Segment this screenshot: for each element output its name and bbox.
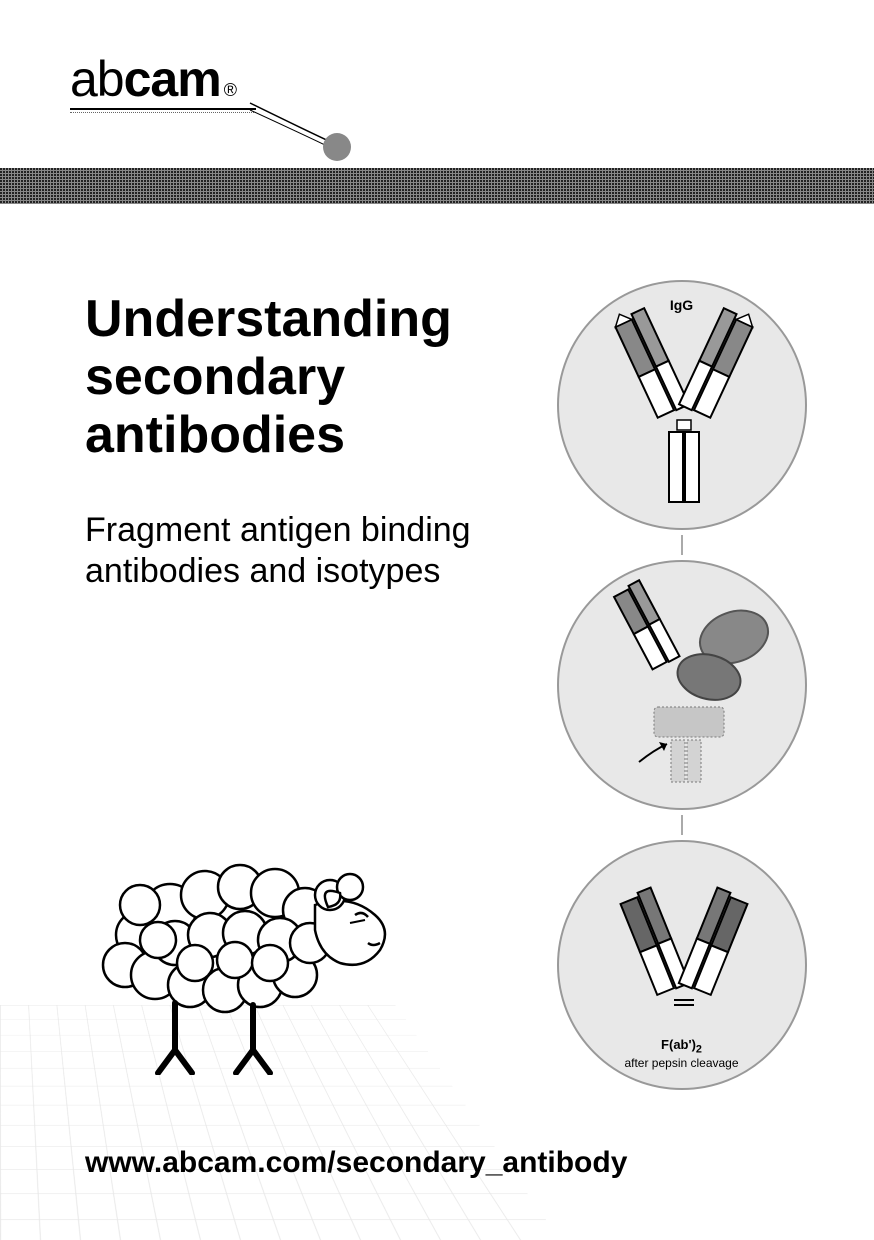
diagram-circle-cleavage <box>557 560 807 810</box>
diagram-circle-igg: IgG <box>557 280 807 530</box>
fab2-label-caption: after pepsin cleavage <box>624 1056 738 1070</box>
registered-icon: ® <box>224 80 236 101</box>
logo-part-ab: ab <box>70 50 124 108</box>
antibody-diagram-column: IgG <box>544 280 819 1090</box>
page-title: Understanding secondary antibodies <box>85 290 525 465</box>
igg-label: IgG <box>670 297 693 313</box>
diagram-circle-fab2: F(ab')2 after pepsin cleavage <box>557 840 807 1090</box>
fab2-label: F(ab')2 after pepsin cleavage <box>582 1037 782 1070</box>
sheep-illustration-icon <box>80 815 420 1075</box>
fab2-label-bold: F(ab') <box>661 1037 696 1052</box>
diagram-connector <box>681 535 683 555</box>
logo-underline <box>70 108 256 110</box>
pepsin-cleavage-icon <box>559 562 809 812</box>
brand-logo: abcam® <box>70 50 236 108</box>
page-subtitle: Fragment antigen binding antibodies and … <box>85 510 505 592</box>
logo-swoosh-icon <box>245 95 365 165</box>
footer-url: www.abcam.com/secondary_antibody <box>85 1146 627 1180</box>
igg-antibody-icon <box>559 282 809 532</box>
header-separator-bar <box>0 168 874 204</box>
diagram-connector <box>681 815 683 835</box>
logo-part-cam: cam <box>124 50 221 108</box>
fab2-label-sub: 2 <box>696 1044 702 1056</box>
